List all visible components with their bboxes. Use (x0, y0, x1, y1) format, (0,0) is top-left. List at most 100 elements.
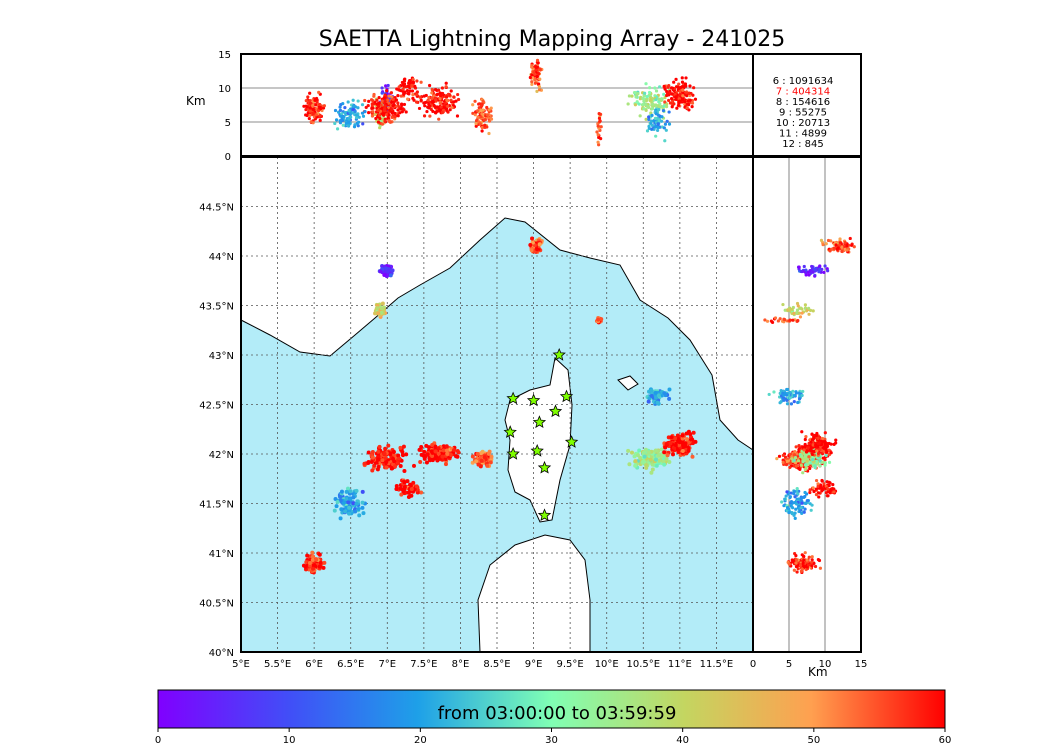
lightning-source-point (662, 450, 667, 455)
lightning-source-point (843, 240, 847, 245)
lightning-source-point (674, 77, 678, 82)
lightning-source-point (671, 452, 676, 457)
lightning-source-point (785, 490, 789, 494)
lightning-source-point (647, 86, 652, 90)
lightning-source-point (677, 82, 681, 86)
lightning-source-point (818, 566, 822, 570)
lightning-source-point (376, 104, 380, 109)
lightning-source-point (347, 505, 352, 510)
lightning-source-point (376, 120, 381, 124)
lightning-source-point (845, 248, 849, 252)
colorbar-tick-label: 60 (939, 735, 952, 746)
lightning-source-point (487, 108, 491, 112)
lightning-source-point (812, 489, 816, 494)
lightning-source-point (357, 115, 361, 119)
lightning-source-point (402, 485, 407, 490)
lightning-source-point (642, 454, 647, 459)
lightning-source-point (799, 569, 804, 573)
lightning-source-point (785, 398, 789, 402)
lightning-source-point (675, 106, 679, 110)
lightning-source-point (656, 393, 661, 398)
lightning-source-point (811, 309, 815, 313)
lightning-source-point (456, 450, 461, 455)
lightning-source-point (653, 116, 658, 120)
lightning-source-point (440, 86, 445, 90)
lightning-source-point (315, 100, 319, 104)
lightning-source-point (310, 557, 315, 562)
lightning-source-point (304, 113, 308, 117)
lightning-source-point (445, 451, 450, 456)
lightning-source-point (452, 95, 456, 99)
lma-station-star (506, 446, 520, 460)
lightning-source-point (667, 460, 672, 465)
lightning-source-point (795, 489, 799, 493)
lightning-source-point (318, 560, 323, 565)
lightning-source-point (687, 102, 691, 107)
lightning-source-point (444, 444, 449, 449)
lightning-source-point (440, 454, 445, 459)
lightning-source-point (354, 488, 359, 493)
lightning-source-point (653, 448, 658, 453)
lightning-source-point (411, 480, 416, 485)
lightning-source-point (405, 88, 410, 93)
altitude-tick-label: 0 (750, 659, 756, 670)
lightning-source-point (633, 90, 637, 95)
lightning-source-point (487, 131, 491, 136)
lightning-source-point (398, 463, 403, 468)
lightning-source-point (792, 311, 796, 315)
lightning-source-point (823, 458, 827, 462)
lightning-source-point (389, 91, 394, 95)
lightning-source-point (826, 489, 830, 494)
right-altitude-label: Km (808, 665, 828, 679)
lightning-source-point (448, 93, 452, 97)
lightning-source-point (339, 489, 344, 494)
lightning-source-point (633, 459, 638, 464)
lightning-source-point (433, 88, 438, 92)
lightning-source-point (384, 465, 389, 470)
lightning-source-point (657, 107, 661, 112)
lightning-source-point (820, 479, 824, 483)
lightning-source-point (667, 83, 671, 88)
lightning-source-point (820, 439, 824, 443)
lightning-source-point (827, 448, 831, 452)
lightning-source-point (387, 101, 391, 105)
lightning-source-point (797, 397, 802, 401)
lightning-source-point (402, 108, 406, 112)
lightning-source-point (376, 108, 380, 112)
lightning-source-point (825, 444, 829, 448)
lightning-source-point (649, 97, 653, 102)
lightning-source-point (380, 458, 385, 463)
lightning-source-point (781, 453, 785, 458)
lightning-source-point (807, 312, 811, 316)
lightning-source-point (388, 273, 393, 278)
lightning-source-point (638, 114, 642, 118)
lightning-source-point (362, 461, 367, 466)
colorbar-tick-label: 40 (676, 735, 689, 746)
lightning-source-point (819, 238, 824, 242)
lightning-source-point (794, 564, 799, 569)
lightning-source-point (438, 91, 442, 95)
lightning-source-point (799, 463, 803, 467)
lightning-source-point (439, 105, 443, 109)
lightning-source-point (486, 451, 491, 456)
lightning-source-point (802, 510, 806, 514)
lightning-source-point (432, 103, 436, 108)
lightning-source-point (318, 113, 322, 118)
lightning-source-point (302, 104, 306, 108)
lightning-source-point (377, 113, 382, 117)
lightning-source-point (848, 236, 852, 241)
lightning-source-point (663, 87, 667, 91)
lightning-source-point (446, 110, 450, 114)
lightning-source-point (384, 84, 388, 88)
lightning-source-point (660, 97, 664, 101)
lightning-source-point (795, 570, 799, 574)
lightning-source-point (780, 500, 784, 504)
lightning-source-point (402, 469, 407, 474)
lightning-source-point (380, 106, 384, 110)
lightning-source-point (822, 270, 826, 275)
lightning-source-point (831, 482, 835, 487)
lightning-source-point (415, 92, 419, 97)
lightning-source-point (419, 98, 423, 102)
lightning-source-point (311, 566, 316, 571)
lightning-source-point (655, 128, 660, 133)
